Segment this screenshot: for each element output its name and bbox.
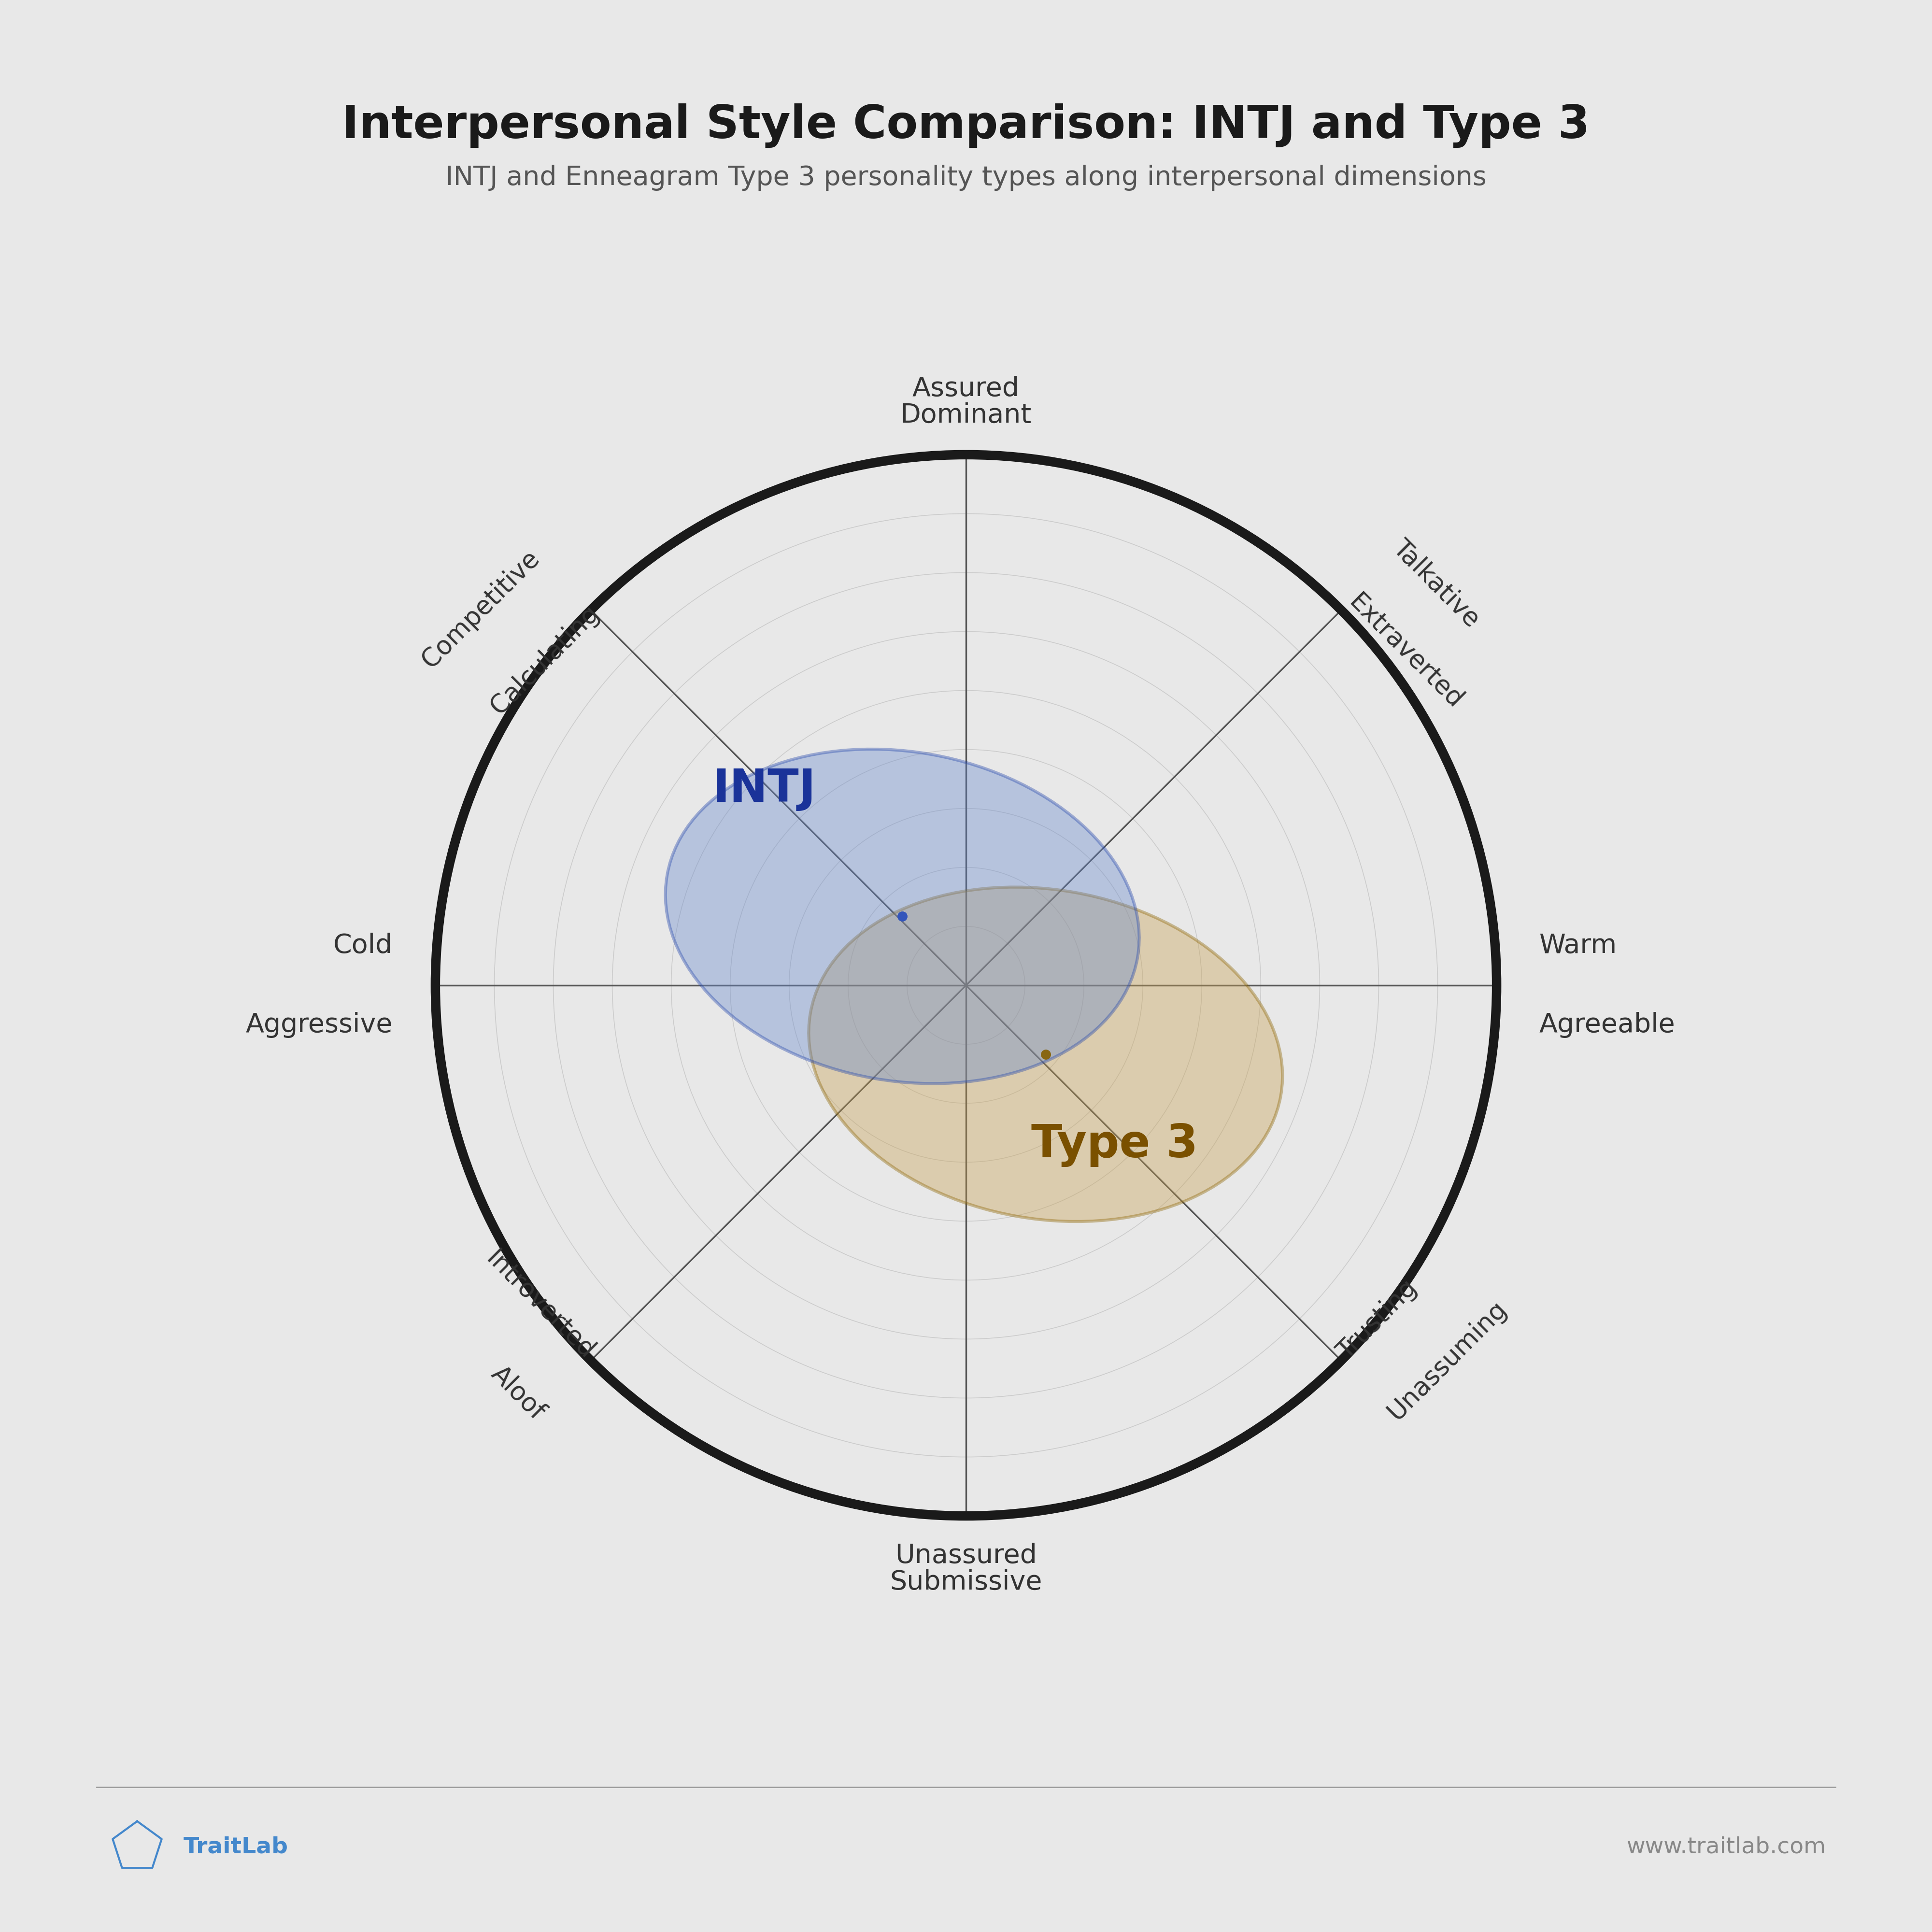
Text: INTJ and Enneagram Type 3 personality types along interpersonal dimensions: INTJ and Enneagram Type 3 personality ty… [446, 164, 1486, 191]
Text: www.traitlab.com: www.traitlab.com [1627, 1835, 1826, 1859]
Text: Cold: Cold [334, 933, 392, 958]
Text: TraitLab: TraitLab [184, 1835, 288, 1859]
Text: Introverted: Introverted [481, 1246, 599, 1364]
Text: Agreeable: Agreeable [1540, 1012, 1675, 1037]
Text: Submissive: Submissive [891, 1569, 1041, 1596]
Text: Extraverted: Extraverted [1343, 589, 1468, 715]
Text: Warm: Warm [1540, 933, 1617, 958]
Text: Talkative: Talkative [1387, 535, 1484, 632]
Text: Type 3: Type 3 [1032, 1122, 1198, 1167]
Text: Trusting: Trusting [1333, 1275, 1422, 1364]
Text: Aggressive: Aggressive [245, 1012, 392, 1037]
Text: Dominant: Dominant [900, 402, 1032, 429]
Text: Unassuming: Unassuming [1383, 1296, 1511, 1426]
Text: Unassured: Unassured [895, 1542, 1037, 1569]
Text: INTJ: INTJ [713, 767, 815, 811]
Ellipse shape [810, 887, 1283, 1221]
Text: Calculating: Calculating [485, 601, 605, 719]
Text: Aloof: Aloof [487, 1362, 549, 1426]
Text: Assured: Assured [912, 375, 1020, 402]
Ellipse shape [665, 750, 1140, 1084]
Text: Competitive: Competitive [417, 545, 545, 672]
Text: Interpersonal Style Comparison: INTJ and Type 3: Interpersonal Style Comparison: INTJ and… [342, 102, 1590, 149]
